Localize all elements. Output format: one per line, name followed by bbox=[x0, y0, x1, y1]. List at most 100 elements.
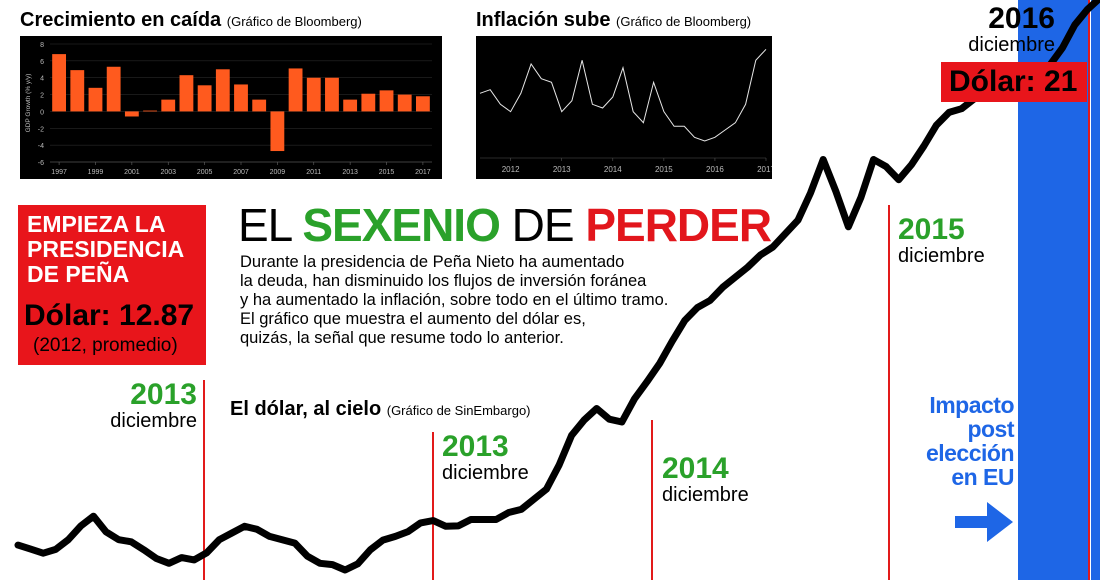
election-impact-band-edge bbox=[1091, 0, 1100, 580]
growth-x-tick: 1999 bbox=[88, 169, 104, 176]
growth-y-label: GDP Growth (% y/y) bbox=[25, 74, 32, 133]
body-line-3: y ha aumentado la inflación, sobre todo … bbox=[240, 291, 669, 309]
growth-y-tick: 8 bbox=[40, 42, 44, 49]
presidency-start-line-3: DE PEÑA bbox=[27, 261, 130, 287]
growth-bar bbox=[143, 110, 157, 112]
growth-bar bbox=[52, 54, 67, 112]
growth-x-tick: 1997 bbox=[51, 169, 67, 176]
inflation-chart-title-text: Inflación sube bbox=[476, 9, 611, 31]
end-dollar-value: Dólar: 21 bbox=[949, 65, 1078, 98]
inflation-chart: 2012 2013 2014 2015 2016 2017 bbox=[476, 36, 772, 179]
growth-x-tick: 2001 bbox=[124, 169, 140, 176]
marker-line-2015 bbox=[888, 205, 890, 580]
inflation-x-tick: 2015 bbox=[655, 165, 673, 174]
headline-part-4: PERDER bbox=[585, 199, 772, 251]
growth-bar bbox=[70, 70, 85, 112]
growth-chart-svg: 8 6 4 2 0 -2 -4 -6 GDP Growth (% y/y) 1997 1999 200… bbox=[25, 42, 432, 176]
inflation-chart-svg: 2012 2013 2014 2015 2016 2017 bbox=[479, 48, 772, 174]
body-line-1: Durante la presidencia de Peña Nieto ha … bbox=[240, 253, 625, 271]
start-dollar-note: (2012, promedio) bbox=[33, 335, 178, 356]
marker-label-2014: 2014 diciembre bbox=[662, 452, 749, 507]
marker-label-2013b: 2013 diciembre bbox=[442, 430, 529, 485]
growth-bar bbox=[179, 75, 194, 112]
growth-bar bbox=[106, 66, 121, 112]
impact-line-4: en EU bbox=[951, 464, 1014, 490]
presidency-start-line-2: PRESIDENCIA bbox=[27, 236, 185, 262]
start-dollar-value: Dólar: 12.87 bbox=[24, 299, 195, 332]
marker-line-2016 bbox=[1088, 0, 1090, 580]
headline: EL SEXENIO DE PERDER bbox=[238, 199, 772, 251]
growth-bar bbox=[397, 94, 412, 112]
growth-y-tick: -2 bbox=[38, 126, 44, 133]
marker-month-2013a: diciembre bbox=[110, 410, 197, 432]
dollar-chart-source: (Gráfico de SinEmbargo) bbox=[386, 403, 531, 418]
impact-label: Impacto post elección en EU bbox=[896, 392, 1015, 490]
headline-part-2: SEXENIO bbox=[302, 199, 501, 251]
marker-year-2015: 2015 bbox=[898, 213, 965, 246]
marker-label-2013a: 2013 diciembre bbox=[100, 380, 197, 433]
end-dollar-box: Dólar: 21 bbox=[941, 62, 1087, 102]
end-date-label: 2016 diciembre bbox=[950, 2, 1055, 57]
inflation-x-tick: 2017 bbox=[757, 165, 772, 174]
growth-bar bbox=[415, 96, 430, 112]
dollar-chart-title-text: El dólar, al cielo bbox=[230, 398, 382, 420]
growth-y-tick: -4 bbox=[38, 143, 44, 150]
inflation-x-tick: 2012 bbox=[502, 165, 520, 174]
growth-bar bbox=[325, 77, 339, 112]
dollar-series-line bbox=[14, 0, 1100, 574]
growth-chart-title-text: Crecimiento en caída bbox=[20, 9, 222, 31]
marker-year-2013b: 2013 bbox=[442, 430, 509, 463]
body-line-2: la deuda, han disminuido los flujos de i… bbox=[240, 272, 647, 290]
marker-month-2015: diciembre bbox=[898, 245, 985, 267]
presidency-start-line-1: EMPIEZA LA bbox=[27, 211, 166, 237]
growth-bar bbox=[161, 99, 176, 112]
body-text: Durante la presidencia de Peña Nieto ha … bbox=[240, 253, 668, 348]
growth-chart: 8 6 4 2 0 -2 -4 -6 GDP Growth (% y/y) 1997 1999 200… bbox=[20, 36, 442, 179]
inflation-chart-title: Inflación sube (Gráfico de Bloomberg) bbox=[476, 9, 751, 32]
impact-line-3: elección bbox=[925, 440, 1015, 466]
growth-bar bbox=[124, 111, 139, 117]
body-line-4: El gráfico que muestra el aumento del dó… bbox=[240, 310, 586, 328]
headline-part-1: EL bbox=[238, 199, 303, 251]
growth-bar bbox=[361, 93, 376, 112]
growth-x-tick: 2003 bbox=[160, 169, 176, 176]
growth-bar bbox=[88, 87, 103, 112]
growth-y-tick: 2 bbox=[40, 93, 44, 100]
inflation-chart-source: (Gráfico de Bloomberg) bbox=[616, 14, 752, 29]
growth-bar bbox=[234, 84, 248, 112]
growth-bar bbox=[197, 85, 212, 112]
inflation-series-line bbox=[479, 48, 767, 142]
growth-x-tick: 2013 bbox=[342, 169, 358, 176]
growth-chart-title: Crecimiento en caída (Gráfico de Bloombe… bbox=[20, 9, 362, 32]
growth-x-tick: 2015 bbox=[379, 169, 395, 176]
growth-bar bbox=[306, 77, 321, 112]
growth-y-tick: 0 bbox=[40, 109, 44, 116]
marker-month-2014: diciembre bbox=[662, 484, 749, 506]
end-year: 2016 bbox=[988, 2, 1055, 35]
growth-x-tick: 2007 bbox=[233, 169, 249, 176]
marker-label-2015: 2015 diciembre bbox=[898, 213, 985, 268]
marker-month-2013b: diciembre bbox=[442, 462, 529, 484]
marker-line-2013a bbox=[203, 380, 205, 580]
growth-bar bbox=[270, 111, 285, 152]
growth-chart-source: (Gráfico de Bloomberg) bbox=[226, 14, 362, 29]
growth-x-tick: 2009 bbox=[270, 169, 286, 176]
marker-line-2013b bbox=[432, 432, 434, 580]
growth-bar bbox=[215, 69, 230, 112]
growth-x-tick: 2005 bbox=[197, 169, 213, 176]
growth-bar bbox=[252, 99, 267, 112]
growth-bar bbox=[379, 90, 394, 112]
presidency-start-box: EMPIEZA LA PRESIDENCIA DE PEÑA Dólar: 12… bbox=[18, 205, 206, 365]
growth-y-tick: 6 bbox=[40, 59, 44, 66]
growth-y-tick: 4 bbox=[40, 76, 44, 83]
growth-bar bbox=[343, 99, 358, 112]
impact-line-1: Impacto bbox=[929, 392, 1014, 418]
headline-part-3: DE bbox=[499, 199, 586, 251]
marker-year-2014: 2014 bbox=[662, 452, 729, 485]
inflation-x-tick: 2016 bbox=[706, 165, 724, 174]
marker-line-2014 bbox=[651, 420, 653, 580]
inflation-x-tick: 2014 bbox=[604, 165, 622, 174]
inflation-x-tick: 2013 bbox=[553, 165, 571, 174]
growth-y-tick: -6 bbox=[38, 160, 44, 167]
